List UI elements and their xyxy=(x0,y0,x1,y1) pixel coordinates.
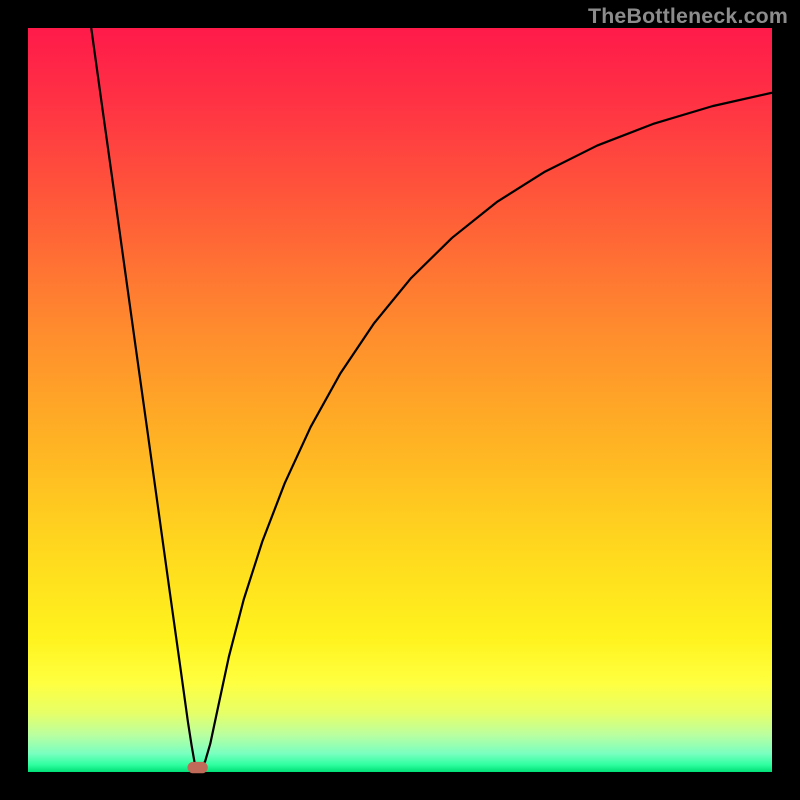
optimum-marker xyxy=(188,762,207,772)
watermark-label: TheBottleneck.com xyxy=(588,4,788,29)
chart-background xyxy=(28,28,772,772)
bottleneck-chart xyxy=(0,0,800,800)
